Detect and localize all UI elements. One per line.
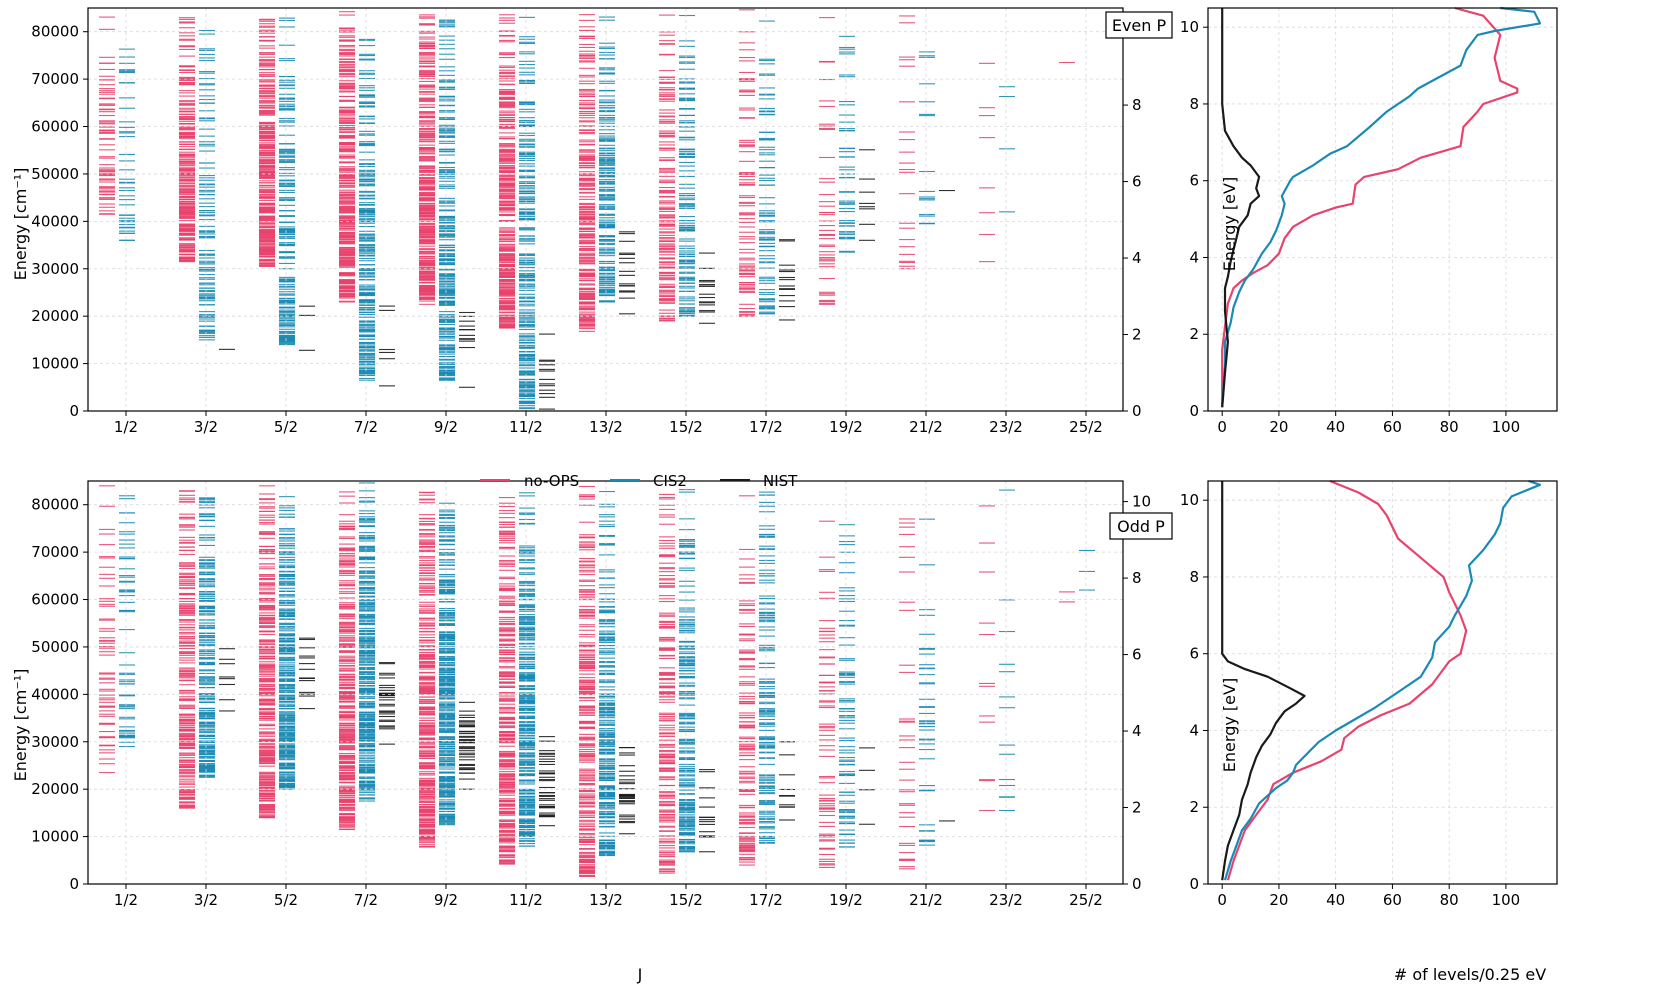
level-lines-layer (99, 9, 1095, 877)
